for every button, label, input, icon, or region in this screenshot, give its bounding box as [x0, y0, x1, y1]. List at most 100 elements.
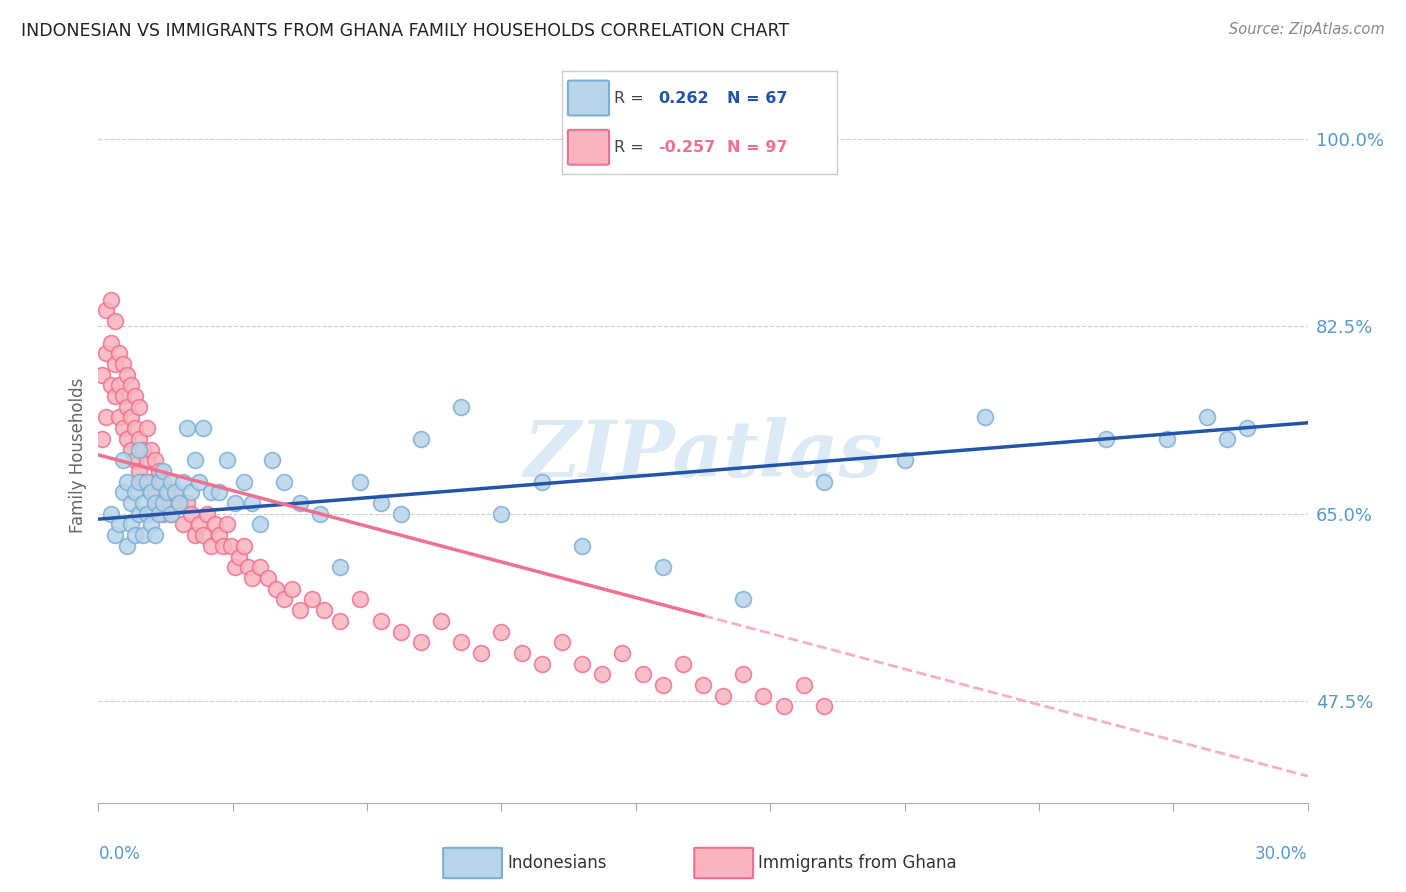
Point	[139, 517, 162, 532]
Point	[111, 389, 134, 403]
Point	[107, 410, 129, 425]
Point	[139, 442, 162, 457]
Point	[651, 560, 673, 574]
Text: R =: R =	[614, 140, 644, 155]
Text: N = 97: N = 97	[727, 140, 787, 155]
Point	[163, 485, 186, 500]
Point	[111, 485, 134, 500]
Point	[188, 517, 211, 532]
Point	[288, 496, 311, 510]
Point	[208, 485, 231, 500]
Point	[163, 485, 186, 500]
Text: INDONESIAN VS IMMIGRANTS FROM GHANA FAMILY HOUSEHOLDS CORRELATION CHART: INDONESIAN VS IMMIGRANTS FROM GHANA FAMI…	[21, 22, 789, 40]
Point	[212, 539, 235, 553]
Point	[409, 432, 432, 446]
Point	[124, 389, 146, 403]
Point	[232, 539, 254, 553]
Point	[571, 657, 593, 671]
Point	[370, 614, 392, 628]
Point	[188, 475, 211, 489]
Point	[370, 496, 392, 510]
Point	[111, 357, 134, 371]
Point	[115, 432, 138, 446]
Point	[152, 475, 174, 489]
Point	[156, 496, 179, 510]
FancyBboxPatch shape	[568, 130, 609, 165]
Point	[711, 689, 734, 703]
Point	[91, 432, 114, 446]
Point	[96, 410, 118, 425]
Point	[172, 517, 194, 532]
Point	[103, 314, 125, 328]
Point	[752, 689, 775, 703]
Point	[260, 453, 283, 467]
Text: 30.0%: 30.0%	[1256, 845, 1308, 863]
Point	[100, 507, 122, 521]
Point	[160, 507, 183, 521]
Point	[143, 453, 166, 467]
Point	[111, 453, 134, 467]
Point	[389, 507, 412, 521]
Point	[256, 571, 278, 585]
Point	[772, 699, 794, 714]
Point	[135, 507, 157, 521]
Point	[281, 582, 304, 596]
Point	[217, 453, 239, 467]
FancyBboxPatch shape	[443, 847, 502, 879]
Point	[176, 421, 198, 435]
Point	[148, 496, 170, 510]
Point	[221, 539, 243, 553]
Point	[430, 614, 453, 628]
Point	[204, 517, 226, 532]
Point	[143, 528, 166, 542]
Point	[91, 368, 114, 382]
Point	[152, 464, 174, 478]
Point	[115, 400, 138, 414]
Point	[120, 496, 142, 510]
FancyBboxPatch shape	[695, 847, 754, 879]
Point	[195, 507, 218, 521]
Point	[115, 475, 138, 489]
Text: ZIPatlas: ZIPatlas	[523, 417, 883, 493]
Point	[132, 475, 155, 489]
Point	[96, 346, 118, 360]
Point	[148, 464, 170, 478]
Text: 0.0%: 0.0%	[98, 845, 141, 863]
Text: 0.262: 0.262	[658, 90, 709, 105]
Point	[409, 635, 432, 649]
Point	[1095, 432, 1118, 446]
Point	[1236, 421, 1258, 435]
Point	[217, 517, 239, 532]
Point	[631, 667, 654, 681]
Point	[172, 475, 194, 489]
Point	[733, 667, 755, 681]
Point	[200, 485, 222, 500]
Point	[651, 678, 673, 692]
Point	[273, 592, 295, 607]
Point	[103, 528, 125, 542]
Point	[208, 528, 231, 542]
Point	[309, 507, 332, 521]
Point	[273, 475, 295, 489]
Point	[176, 496, 198, 510]
Point	[152, 507, 174, 521]
Point	[135, 475, 157, 489]
Point	[107, 378, 129, 392]
Point	[491, 507, 513, 521]
Point	[124, 485, 146, 500]
Point	[193, 528, 215, 542]
Point	[132, 496, 155, 510]
Point	[103, 357, 125, 371]
Text: Indonesians: Indonesians	[508, 854, 607, 872]
Point	[128, 442, 150, 457]
Point	[349, 475, 371, 489]
Point	[249, 560, 271, 574]
Point	[491, 624, 513, 639]
Point	[612, 646, 634, 660]
Point	[692, 678, 714, 692]
Point	[1156, 432, 1178, 446]
Point	[167, 496, 190, 510]
Point	[813, 475, 835, 489]
Point	[450, 635, 472, 649]
Point	[232, 475, 254, 489]
